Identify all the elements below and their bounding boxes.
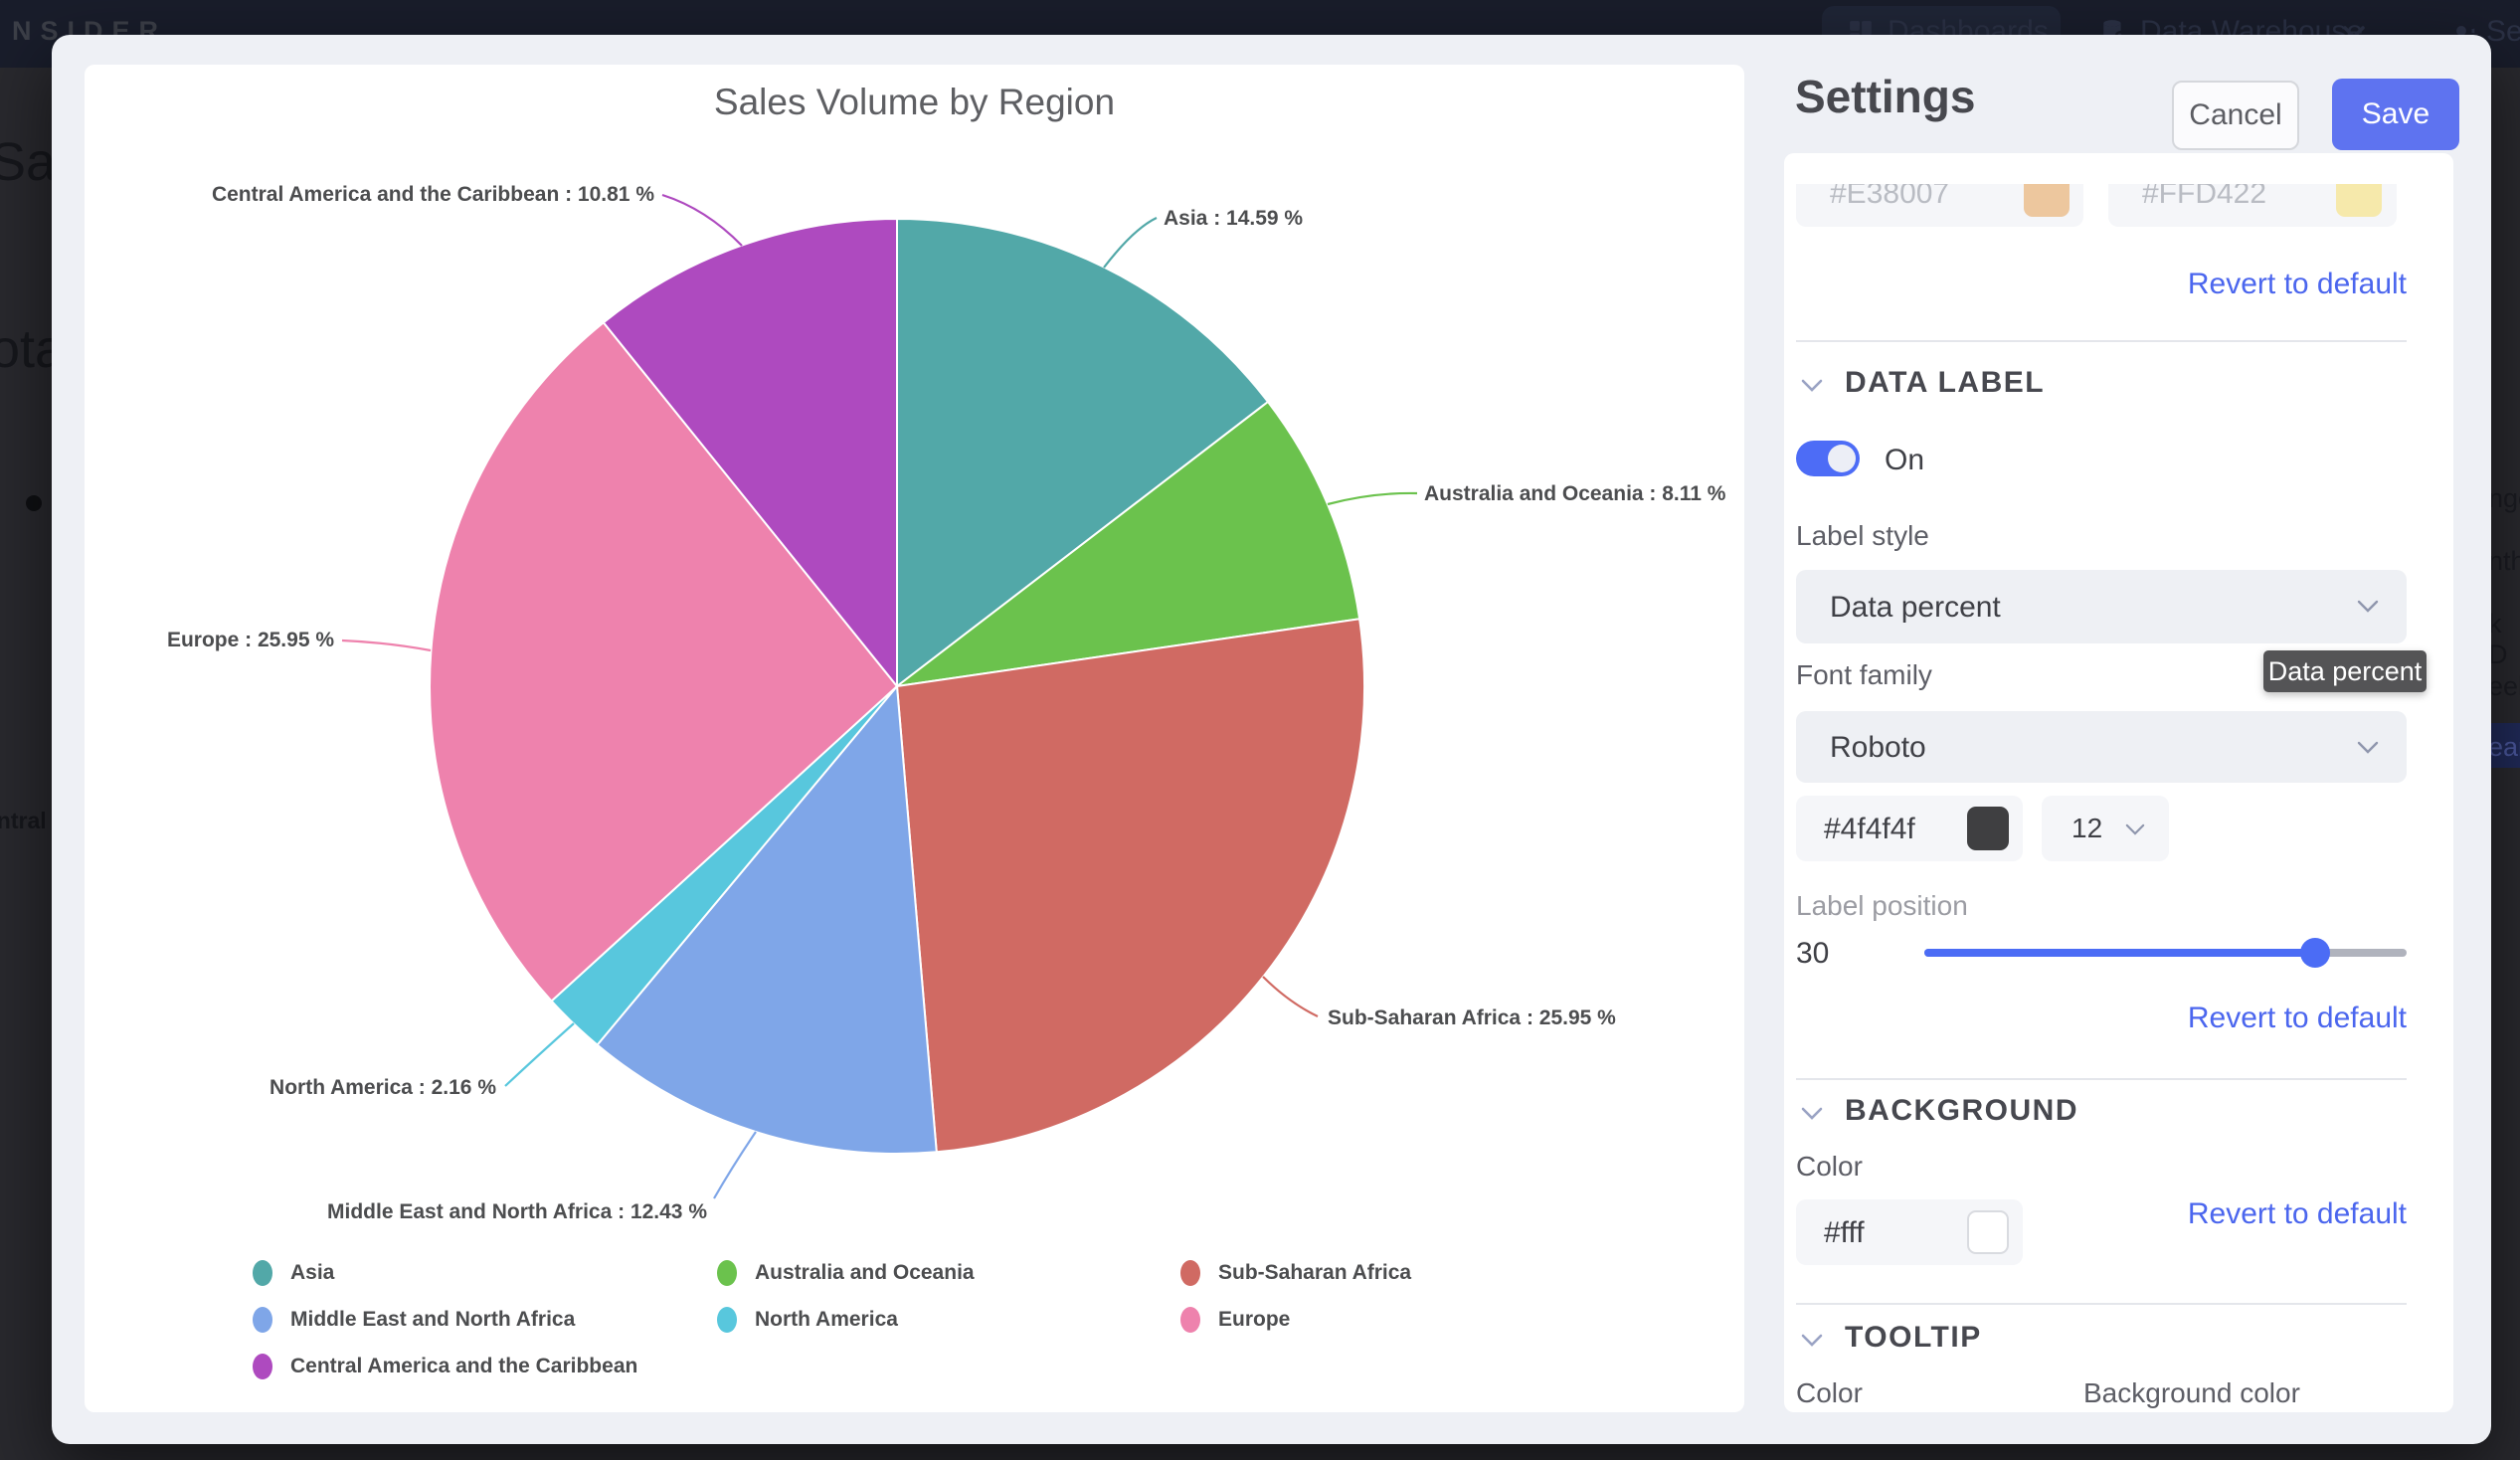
pie-slice[interactable] [429,320,899,1003]
dropdown-value-tooltip: Data percent [2263,650,2427,692]
font-color-swatch[interactable] [1967,807,2009,850]
section-collapse-chevron-icon[interactable] [1801,379,1823,392]
pie-slice-label: Middle East and North Africa : 12.43 % [327,1200,707,1223]
legend-label[interactable]: Sub-Saharan Africa [1218,1261,1412,1284]
chevron-down-icon [2357,600,2379,613]
chart-title: Sales Volume by Region [713,82,1116,122]
label-leader-line [661,193,743,247]
legend-label[interactable]: Australia and Oceania [755,1261,975,1284]
label-position-value: 30 [1796,937,1830,970]
revert-to-default-link[interactable]: Revert to default [2187,1002,2407,1034]
toggle-state-label: On [1885,444,1925,476]
label-position-label: Label position [1796,890,1968,921]
font-family-value: Roboto [1830,731,1926,764]
pie-slice-label: Central America and the Caribbean : 10.8… [212,183,654,206]
pie-slice[interactable] [895,618,1365,1154]
settings-scroll-area[interactable]: #E38007 #FFD422 Revert to default DATA L… [1784,184,2453,1412]
legend-marker[interactable] [253,1354,272,1379]
toggle-knob [1828,445,1856,472]
pie-slice-label: Asia : 14.59 % [1164,207,1303,230]
legend-marker[interactable] [717,1260,737,1286]
pie-slice[interactable] [596,683,938,1155]
background-color-input[interactable]: #fff [1796,1199,2023,1265]
data-label-section-title[interactable]: DATA LABEL [1845,366,2046,399]
save-button[interactable]: Save [2332,79,2459,150]
section-divider [1796,1078,2407,1080]
legend-label[interactable]: Europe [1218,1308,1291,1331]
label-style-value: Data percent [1830,591,2001,624]
pie-slice-label: Australia and Oceania : 8.11 % [1424,482,1726,505]
background-color-swatch[interactable] [1967,1210,2009,1254]
tooltip-section-title[interactable]: TOOLTIP [1845,1321,1982,1354]
pie-slice-label: Europe : 25.95 % [167,629,334,651]
background-color-value: #fff [1824,1216,1865,1249]
background-text-fragment: nge [2488,483,2520,513]
section-divider [1796,340,2407,342]
background-text-fragment: entral [0,808,47,833]
series-color-input[interactable]: #FFD422 [2108,184,2397,227]
background-color-label: Color [1796,1151,1863,1182]
cancel-button[interactable]: Cancel [2172,81,2299,150]
label-leader-line [1103,217,1158,269]
settings-panel-title: Settings [1795,71,1976,122]
font-size-value: 12 [2071,813,2103,843]
legend-marker[interactable] [253,1307,272,1333]
section-collapse-chevron-icon[interactable] [1801,1107,1823,1120]
tooltip-color-label: Color [1796,1377,1863,1408]
series-color-swatch[interactable] [2024,184,2070,217]
background-section-title[interactable]: BACKGROUND [1845,1094,2078,1127]
background-text-fragment: nth [2488,546,2520,576]
pie-slice-label: Sub-Saharan Africa : 25.95 % [1328,1006,1616,1029]
chevron-down-icon [2125,823,2145,835]
chevron-down-icon [2357,741,2379,754]
font-color-input[interactable]: #4f4f4f [1796,796,2023,861]
label-leader-line [713,1131,757,1199]
font-size-select[interactable]: 12 [2042,796,2169,861]
slider-filled-track [1924,949,2315,957]
legend-marker[interactable] [717,1307,737,1333]
revert-to-default-link[interactable]: Revert to default [2187,1197,2407,1230]
legend-marker[interactable] [1180,1307,1200,1333]
slider-thumb[interactable] [2300,938,2330,968]
font-family-select[interactable]: Roboto [1796,711,2407,783]
background-bullet-dot [26,495,42,511]
legend-label[interactable]: Asia [290,1261,335,1284]
section-collapse-chevron-icon[interactable] [1801,1334,1823,1347]
label-leader-line [1262,976,1319,1017]
tooltip-background-color-label: Background color [2083,1377,2300,1408]
gear-icon[interactable] [2444,14,2478,48]
label-style-label: Label style [1796,520,1929,551]
section-divider [1796,1303,2407,1305]
legend-marker[interactable] [253,1260,272,1286]
data-label-toggle[interactable] [1796,441,1860,476]
nav-settings-label-fragment: Se [2486,15,2520,48]
label-style-select[interactable]: Data percent [1796,570,2407,643]
pie-slice[interactable] [893,400,1361,688]
label-leader-line [1327,491,1418,506]
background-text-fragment: k D [2488,609,2508,669]
series-color-value: #E38007 [1830,184,1950,210]
legend-marker[interactable] [1180,1260,1200,1286]
legend-label[interactable]: North America [755,1308,898,1331]
background-text-fragment: ear [2488,732,2520,762]
pie-slice-label: North America : 2.16 % [270,1076,496,1099]
series-color-swatch[interactable] [2336,184,2382,217]
legend-label[interactable]: Central America and the Caribbean [290,1355,638,1377]
font-color-value: #4f4f4f [1824,813,1915,845]
pie-chart[interactable]: Asia : 14.59 % Australia and Oceania : 8.… [85,65,1744,1412]
series-color-value: #FFD422 [2142,184,2267,210]
revert-to-default-link[interactable]: Revert to default [2187,268,2407,300]
legend-label[interactable]: Middle East and North Africa [290,1308,576,1331]
background-text-fragment: eek [2488,671,2520,701]
series-color-input[interactable]: #E38007 [1796,184,2083,227]
font-family-label: Font family [1796,659,1932,690]
label-leader-line [504,1022,575,1087]
label-leader-line [341,639,432,652]
